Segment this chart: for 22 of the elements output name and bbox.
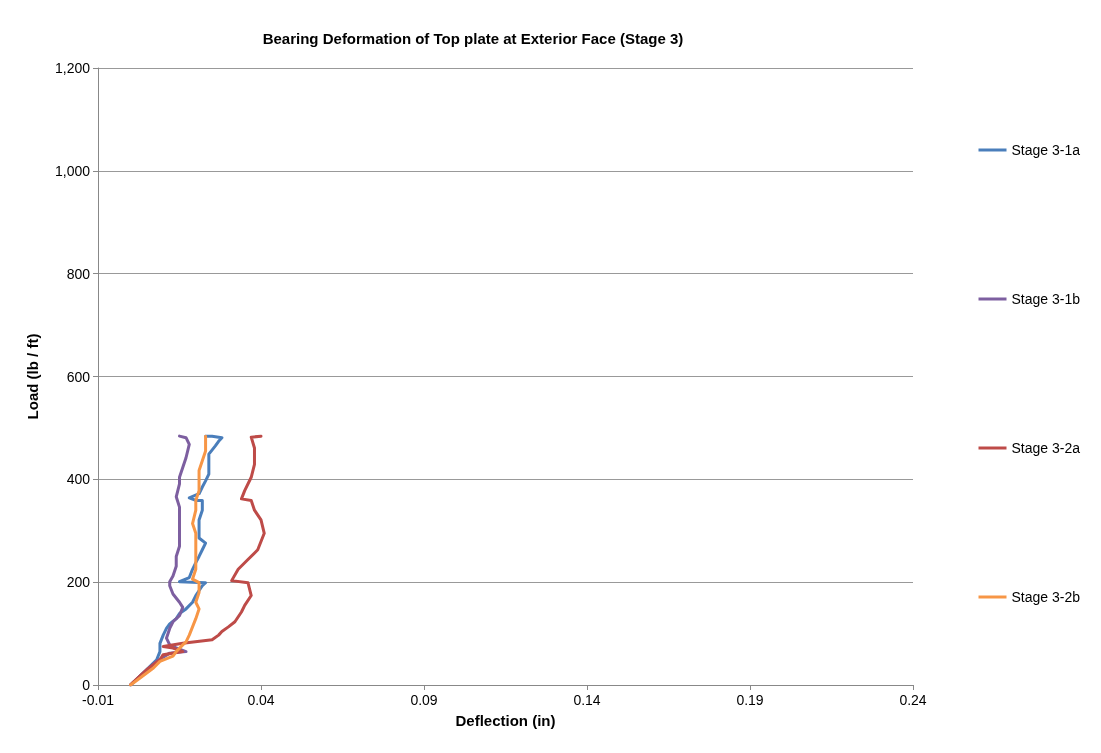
y-tick-label: 0: [82, 677, 91, 693]
y-tick-label: 600: [66, 368, 91, 385]
x-tick-label: 0.19: [736, 692, 764, 708]
x-tick-label: 0.04: [247, 692, 275, 708]
legend-label: Stage 3-2b: [1011, 589, 1081, 605]
y-axis-title: Load (lb / ft): [24, 333, 41, 420]
y-tick-label: 1,200: [54, 60, 91, 76]
legend-label: Stage 3-2a: [1011, 440, 1081, 456]
legend-label: Stage 3-1a: [1011, 142, 1081, 158]
x-tick-label: 0.24: [899, 692, 927, 708]
line-series: [129, 434, 208, 687]
legend-label: Stage 3-1b: [1011, 291, 1081, 307]
line-series: [129, 434, 266, 686]
x-tick-label: 0.09: [410, 692, 438, 708]
chart-title: Bearing Deformation of Top plate at Exterior Face (Stage 3): [262, 30, 684, 47]
y-tick-label: 800: [66, 265, 91, 282]
y-tick-label: 1,000: [54, 162, 91, 179]
y-tick-label: 200: [66, 574, 91, 591]
x-tick-label: -0.01: [82, 692, 115, 708]
x-axis-title: Deflection (in): [455, 712, 556, 729]
x-tick-label: 0.14: [573, 692, 601, 708]
y-tick-label: 400: [66, 471, 91, 488]
